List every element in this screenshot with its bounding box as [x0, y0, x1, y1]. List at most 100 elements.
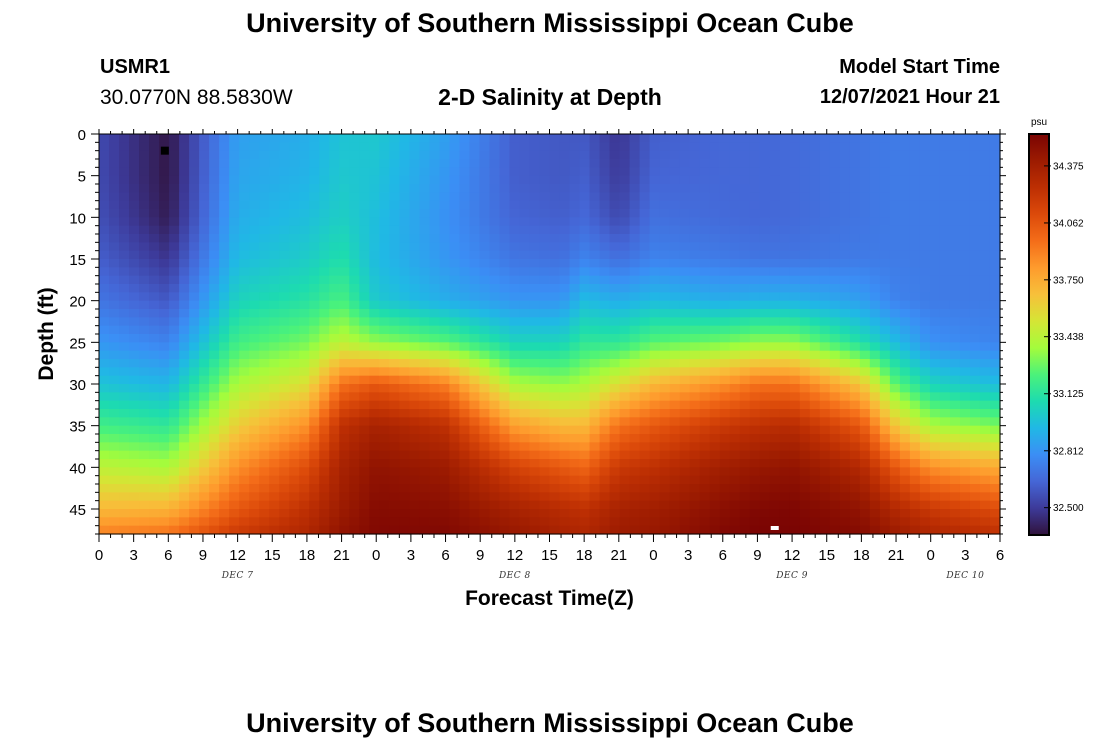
heatmap-cell	[169, 150, 180, 160]
heatmap-cell	[419, 434, 430, 443]
heatmap-cell	[179, 417, 190, 427]
heatmap-cell	[179, 434, 190, 443]
heatmap-cell	[339, 442, 350, 452]
heatmap-cell	[239, 400, 250, 410]
heatmap-cell	[449, 134, 460, 143]
heatmap-cell	[799, 167, 811, 177]
heatmap-cell	[329, 217, 340, 227]
heatmap-cell	[499, 525, 511, 535]
heatmap-cell	[369, 217, 380, 227]
heatmap-cell	[819, 234, 831, 243]
heatmap-cell	[439, 500, 450, 510]
heatmap-cell	[509, 142, 521, 152]
heatmap-cell	[569, 459, 581, 468]
heatmap-cell	[249, 142, 260, 152]
heatmap-cell	[639, 217, 651, 227]
heatmap-cell	[439, 284, 450, 293]
heatmap-cell	[299, 284, 310, 293]
heatmap-cell	[419, 467, 430, 477]
heatmap-cell	[189, 384, 200, 393]
heatmap-cell	[159, 309, 170, 318]
heatmap-cell	[589, 425, 601, 435]
heatmap-cell	[459, 384, 471, 393]
heatmap-cell	[859, 159, 871, 168]
heatmap-cell	[679, 292, 691, 302]
heatmap-cell	[969, 450, 981, 460]
heatmap-cell	[439, 450, 450, 460]
heatmap-cell	[599, 375, 611, 385]
heatmap-cell	[459, 392, 471, 402]
heatmap-cell	[309, 442, 320, 452]
heatmap-cell	[459, 300, 471, 310]
heatmap-cell	[849, 275, 861, 285]
heatmap-cell	[379, 492, 390, 502]
heatmap-cell	[389, 284, 400, 293]
heatmap-cell	[539, 425, 551, 435]
heatmap-cell	[749, 509, 761, 518]
heatmap-cell	[339, 484, 350, 493]
heatmap-cell	[899, 234, 911, 243]
heatmap-cell	[959, 209, 971, 218]
heatmap-cell	[469, 275, 481, 285]
heatmap-cell	[339, 384, 350, 393]
heatmap-cell	[149, 317, 160, 327]
heatmap-cell	[609, 350, 621, 360]
heatmap-cell	[899, 375, 911, 385]
heatmap-cell	[489, 492, 501, 502]
heatmap-cell	[959, 242, 971, 252]
heatmap-cell	[359, 409, 370, 418]
heatmap-cell	[299, 367, 310, 377]
heatmap-cell	[529, 425, 541, 435]
heatmap-cell	[959, 359, 971, 368]
heatmap-cell	[569, 309, 581, 318]
heatmap-cell	[209, 492, 220, 502]
heatmap-cell	[379, 517, 390, 527]
heatmap-cell	[729, 375, 741, 385]
heatmap-cell	[219, 434, 230, 443]
heatmap-cell	[689, 384, 701, 393]
heatmap-cell	[269, 334, 280, 343]
heatmap-cell	[579, 500, 591, 510]
heatmap-cell	[289, 300, 300, 310]
heatmap-cell	[749, 442, 761, 452]
heatmap-cell	[399, 359, 410, 368]
heatmap-cell	[99, 525, 110, 535]
heatmap-cell	[309, 284, 320, 293]
heatmap-cell	[769, 442, 781, 452]
heatmap-cell	[989, 150, 1001, 160]
heatmap-cell	[269, 167, 280, 177]
heatmap-cell	[519, 442, 531, 452]
heatmap-cell	[499, 259, 511, 268]
heatmap-cell	[199, 509, 210, 518]
heatmap-cell	[139, 509, 150, 518]
heatmap-cell	[849, 250, 861, 260]
heatmap-cell	[589, 467, 601, 477]
heatmap-cell	[829, 184, 841, 193]
heatmap-cell	[129, 225, 140, 235]
heatmap-cell	[809, 259, 821, 268]
heatmap-cell	[739, 425, 751, 435]
heatmap-cell	[659, 384, 671, 393]
heatmap-cell	[529, 442, 541, 452]
heatmap-cell	[889, 217, 901, 227]
heatmap-cell	[899, 434, 911, 443]
heatmap-cell	[169, 292, 180, 302]
heatmap-cell	[669, 192, 681, 202]
heatmap-cell	[719, 167, 731, 177]
heatmap-cell	[99, 234, 110, 243]
heatmap-cell	[569, 350, 581, 360]
heatmap-cell	[99, 334, 110, 343]
heatmap-cell	[159, 442, 170, 452]
heatmap-cell	[579, 225, 591, 235]
heatmap-cell	[419, 500, 430, 510]
heatmap-cell	[749, 292, 761, 302]
heatmap-cell	[989, 342, 1001, 352]
heatmap-cell	[639, 384, 651, 393]
heatmap-cell	[209, 175, 220, 185]
heatmap-cell	[329, 342, 340, 352]
heatmap-cell	[919, 184, 931, 193]
heatmap-cell	[679, 375, 691, 385]
heatmap-cell	[389, 409, 400, 418]
heatmap-cell	[859, 517, 871, 527]
heatmap-cell	[679, 142, 691, 152]
